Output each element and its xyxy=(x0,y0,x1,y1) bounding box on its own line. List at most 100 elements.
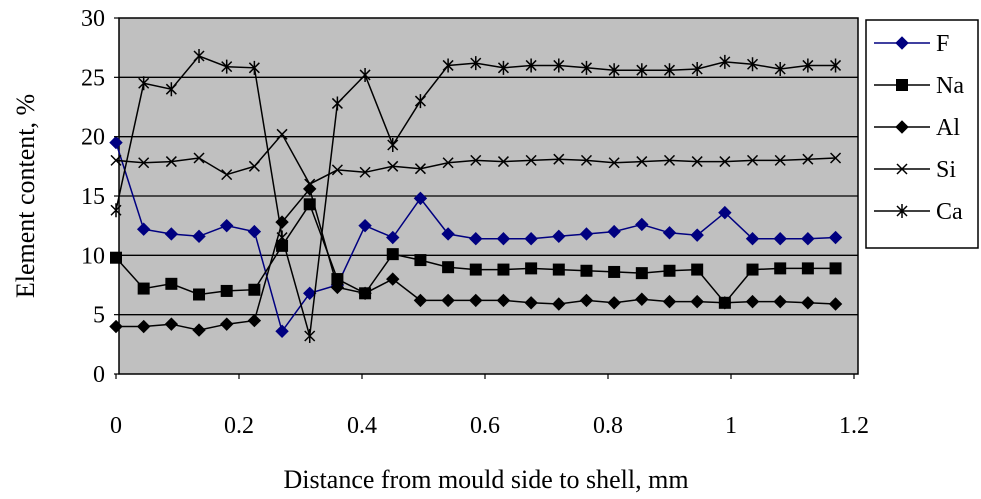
x-tick-label: 1.2 xyxy=(839,413,869,439)
y-tick-label: 10 xyxy=(81,243,105,269)
data-point xyxy=(773,232,787,246)
data-point xyxy=(221,59,233,74)
data-point xyxy=(441,293,455,308)
data-point xyxy=(331,96,343,111)
data-point xyxy=(275,324,289,338)
data-point xyxy=(662,226,677,240)
data-point xyxy=(718,205,732,220)
data-point xyxy=(110,203,122,218)
data-point xyxy=(221,169,233,181)
legend-label: F xyxy=(936,31,949,57)
data-point xyxy=(608,63,620,78)
data-point xyxy=(662,294,677,309)
y-axis-label: Element content, % xyxy=(11,94,40,298)
data-point xyxy=(636,63,648,78)
data-point xyxy=(607,224,621,239)
data-point xyxy=(469,263,482,276)
x-axis-ticks: 0 0.2 0.4 0.6 0.8 1 1.2 xyxy=(110,374,869,439)
legend-marker xyxy=(895,36,909,50)
legend-label: Al xyxy=(936,115,960,141)
legend-item-si: Si xyxy=(874,157,956,183)
x-tick-label: 1 xyxy=(725,413,737,439)
series-si xyxy=(110,128,842,190)
data-point xyxy=(691,62,703,77)
data-point xyxy=(138,76,150,91)
data-point xyxy=(580,264,593,277)
data-point xyxy=(828,297,843,311)
data-point xyxy=(635,217,649,232)
x-tick-label: 0.8 xyxy=(593,413,623,439)
data-point xyxy=(219,218,234,233)
data-point xyxy=(719,54,731,69)
data-point xyxy=(469,232,483,246)
data-point xyxy=(579,293,594,308)
data-point xyxy=(165,82,177,97)
data-point xyxy=(636,156,648,168)
legend-item-na: Na xyxy=(874,73,964,99)
data-point xyxy=(746,263,759,276)
data-point xyxy=(386,230,400,245)
data-point xyxy=(219,317,234,331)
y-tick-label: 0 xyxy=(93,362,105,388)
data-point xyxy=(247,313,262,328)
data-point xyxy=(386,272,400,286)
data-point xyxy=(276,230,288,245)
data-point xyxy=(359,166,371,178)
data-point xyxy=(164,227,179,241)
data-point xyxy=(248,60,260,75)
legend-label: Ca xyxy=(936,199,963,225)
legend-marker xyxy=(895,120,909,134)
data-point xyxy=(193,288,206,301)
data-point xyxy=(663,264,676,277)
data-point xyxy=(745,232,760,246)
data-point xyxy=(801,232,815,246)
data-point xyxy=(691,156,703,168)
y-tick-label: 5 xyxy=(93,303,105,329)
data-point xyxy=(470,154,482,166)
data-point xyxy=(746,154,759,166)
data-point xyxy=(830,58,842,73)
data-point xyxy=(719,156,731,168)
legend: F Na Al Si Ca xyxy=(865,19,979,249)
data-point xyxy=(358,286,372,301)
data-point xyxy=(524,232,538,246)
data-point xyxy=(414,163,426,175)
x-tick-label: 0.6 xyxy=(470,413,500,439)
data-point xyxy=(496,293,511,308)
y-axis-ticks: 0 5 10 15 20 25 30 xyxy=(81,6,119,388)
data-point xyxy=(414,254,427,267)
data-point xyxy=(193,152,205,164)
data-point xyxy=(109,319,123,334)
data-point xyxy=(442,261,455,274)
data-point xyxy=(525,262,538,275)
legend-marker xyxy=(896,204,908,218)
legend-label: Si xyxy=(936,157,956,183)
data-point xyxy=(470,56,482,71)
data-point xyxy=(442,58,454,73)
data-point xyxy=(663,154,676,166)
y-tick-label: 15 xyxy=(81,184,105,210)
data-point xyxy=(745,294,760,309)
data-point xyxy=(220,284,233,297)
data-point xyxy=(165,156,177,168)
data-point xyxy=(358,218,372,233)
x-tick-label: 0.4 xyxy=(347,413,377,439)
data-point xyxy=(137,282,150,295)
data-point xyxy=(552,229,566,244)
data-point xyxy=(607,296,621,310)
data-point xyxy=(110,154,122,166)
legend-item-al: Al xyxy=(874,115,960,141)
data-point xyxy=(192,323,206,337)
data-point xyxy=(801,296,815,310)
data-point xyxy=(303,286,317,301)
data-point xyxy=(718,296,732,310)
data-point xyxy=(663,63,676,78)
data-point xyxy=(828,230,843,245)
data-point xyxy=(109,135,123,150)
series-ca xyxy=(110,48,842,344)
data-point xyxy=(304,178,316,190)
data-point xyxy=(690,294,704,309)
data-point xyxy=(304,329,316,344)
data-point xyxy=(469,293,483,308)
data-point xyxy=(774,262,787,275)
